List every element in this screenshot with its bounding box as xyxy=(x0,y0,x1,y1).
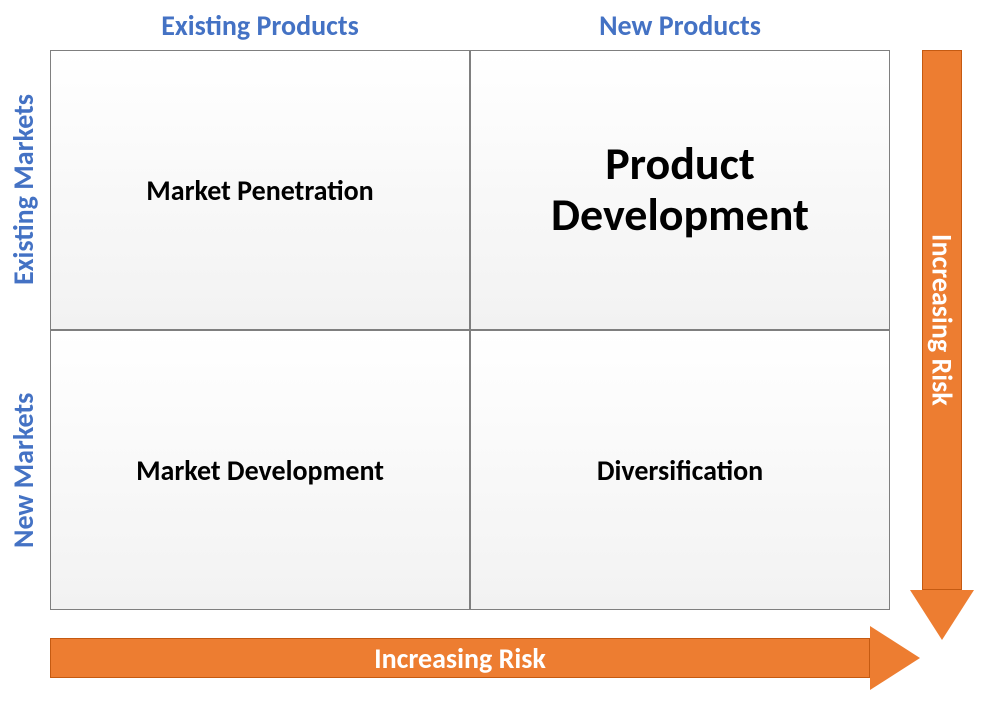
cell-product-development: Product Development xyxy=(470,50,890,330)
arrow-down-head-icon xyxy=(910,590,974,640)
ansoff-matrix-diagram: Existing Products New Products Existing … xyxy=(0,0,987,722)
cell-diversification: Diversification xyxy=(470,330,890,610)
col-header-existing-products: Existing Products xyxy=(50,8,470,43)
horizontal-risk-arrow: Increasing Risk xyxy=(50,626,920,690)
cell-market-development: Market Development xyxy=(50,330,470,610)
matrix-grid: Market Penetration Product Development M… xyxy=(50,50,890,610)
vertical-risk-arrow: Increasing Risk xyxy=(910,50,974,640)
col-header-new-products: New Products xyxy=(470,8,890,43)
vertical-risk-arrow-label: Increasing Risk xyxy=(922,50,962,590)
cell-market-penetration: Market Penetration xyxy=(50,50,470,330)
horizontal-risk-arrow-label: Increasing Risk xyxy=(50,638,870,678)
row-header-existing-markets: Existing Markets xyxy=(6,50,41,330)
row-header-new-markets: New Markets xyxy=(6,330,41,610)
